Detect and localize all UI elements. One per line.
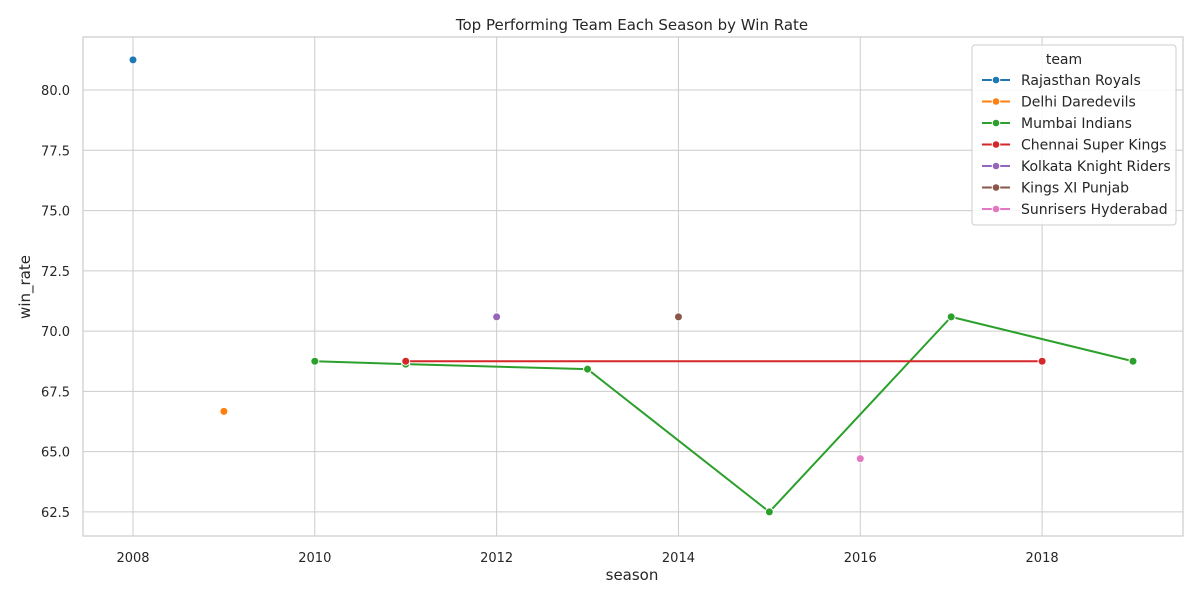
- data-point: [219, 406, 229, 416]
- y-tick-label: 72.5: [41, 265, 70, 280]
- legend-marker: [991, 161, 1001, 171]
- legend-label: Chennai Super Kings: [1021, 138, 1167, 154]
- y-tick-label: 65.0: [41, 446, 70, 461]
- series-kings-xi-punjab: [673, 312, 683, 322]
- series-rajasthan-royals: [128, 55, 138, 65]
- x-tick-label: 2016: [844, 551, 877, 566]
- series-chennai-super-kings: [401, 356, 1047, 366]
- x-tick-label: 2012: [480, 551, 513, 566]
- legend-label: Kolkata Knight Riders: [1021, 159, 1171, 175]
- legend-marker: [991, 204, 1001, 214]
- y-tick-label: 75.0: [41, 205, 70, 220]
- legend-item: Delhi Daredevils: [982, 95, 1136, 111]
- x-tick-label: 2014: [662, 551, 695, 566]
- legend-item: Kolkata Knight Riders: [982, 159, 1171, 175]
- legend-marker: [991, 140, 1001, 149]
- y-tick-label: 77.5: [41, 144, 70, 159]
- x-tick-label: 2008: [116, 551, 149, 566]
- data-point: [128, 55, 138, 65]
- legend-items: Rajasthan Royals Delhi Daredevils Mumbai I…: [982, 73, 1171, 218]
- legend-label: Delhi Daredevils: [1021, 95, 1136, 111]
- x-tick-label: 2010: [298, 551, 331, 566]
- legend-item: Chennai Super Kings: [982, 138, 1167, 154]
- legend-item: Sunrisers Hyderabad: [982, 202, 1168, 218]
- legend-marker: [991, 97, 1001, 106]
- legend-title: team: [1046, 52, 1082, 68]
- y-tick-label: 62.5: [41, 506, 70, 521]
- y-axis-label: win_rate: [16, 255, 35, 319]
- legend-label: Kings XI Punjab: [1021, 181, 1129, 197]
- series-mumbai-indians: [310, 312, 1138, 517]
- y-tick-label: 67.5: [41, 385, 70, 400]
- series-sunrisers-hyderabad: [855, 454, 865, 464]
- legend-item: Rajasthan Royals: [982, 73, 1141, 89]
- chart-title: Top Performing Team Each Season by Win R…: [455, 16, 808, 34]
- legend-box: [971, 44, 1177, 226]
- legend-marker: [991, 75, 1001, 85]
- legend-label: Sunrisers Hyderabad: [1021, 202, 1168, 218]
- data-point: [1128, 356, 1138, 366]
- data-point: [673, 312, 683, 322]
- data-point: [401, 356, 411, 366]
- data-point: [946, 312, 956, 322]
- legend-marker: [991, 183, 1001, 192]
- y-tick-layer: 62.5 65.0 67.5 70.0 72.5 75.0 77.5 80.0: [41, 84, 70, 521]
- legend-item: Mumbai Indians: [982, 116, 1132, 132]
- data-point: [583, 364, 593, 374]
- x-axis-label: season: [606, 566, 659, 584]
- legend-item: Kings XI Punjab: [982, 181, 1129, 197]
- plot-border: [82, 36, 1184, 537]
- x-tick-label: 2018: [1026, 551, 1059, 566]
- y-tick-label: 70.0: [41, 325, 70, 340]
- series-line: [313, 315, 1134, 513]
- y-tick-label: 80.0: [41, 84, 70, 99]
- data-point: [764, 507, 774, 517]
- data-point: [310, 356, 320, 366]
- legend-label: Rajasthan Royals: [1021, 73, 1141, 89]
- data-point: [855, 454, 865, 464]
- series-layer: [128, 55, 1138, 517]
- series-delhi-daredevils: [219, 406, 229, 416]
- data-point: [492, 312, 502, 322]
- legend-marker: [991, 118, 1001, 128]
- data-point: [1037, 356, 1047, 366]
- series-kolkata-knight-riders: [492, 312, 502, 322]
- x-tick-layer: 2008 2010 2012 2014 2016 2018: [116, 551, 1058, 566]
- legend-label: Mumbai Indians: [1021, 116, 1132, 132]
- legend: team Rajasthan Royals Delhi Daredevils Mum…: [971, 44, 1177, 226]
